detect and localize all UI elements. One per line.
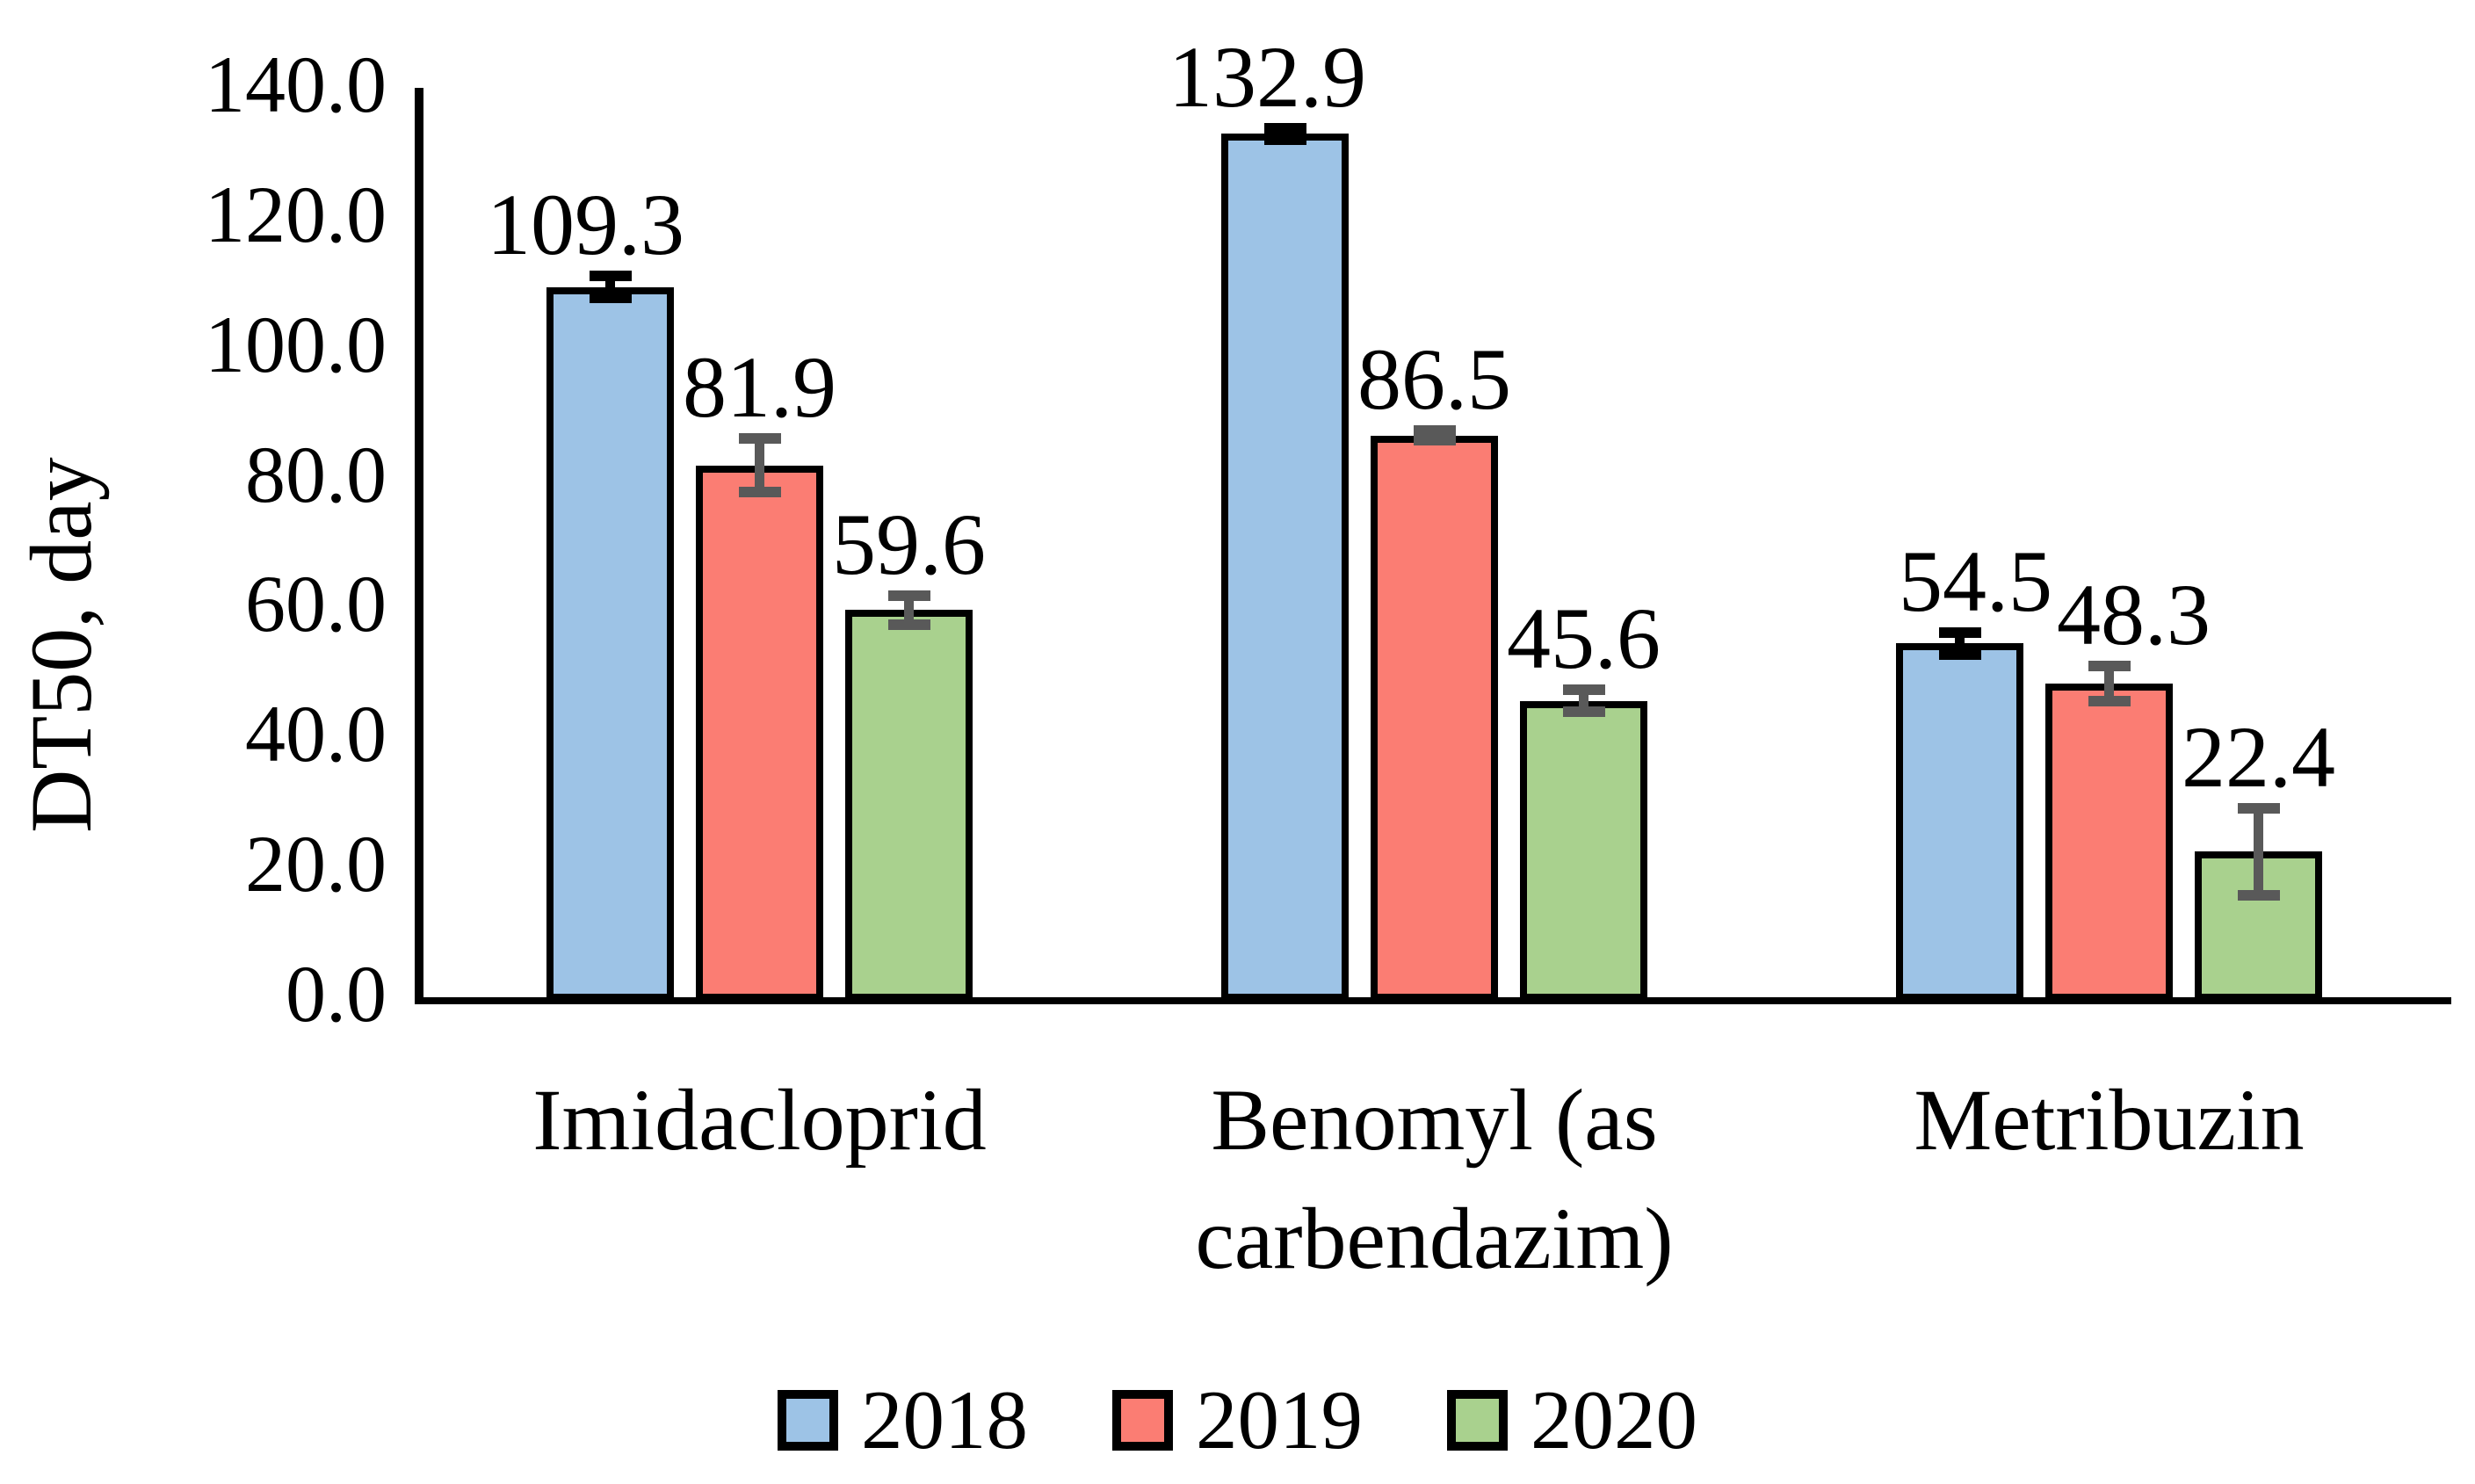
error-bar-whisker-2020-metribuzin: [2254, 802, 2263, 901]
error-bar-cap-bottom-2019-imidacloprid: [738, 487, 781, 498]
value-label-2019-metribuzin: 48.3: [2057, 566, 2211, 664]
error-bar-cap-bottom-2020-metribuzin: [2237, 889, 2280, 901]
error-bar-cap-bottom-2020-benomyl: [1562, 706, 1605, 718]
bar-2018-imidacloprid: [546, 286, 674, 1001]
error-bar-cap-bottom-2018-metribuzin: [1938, 648, 1981, 660]
bar-2018-metribuzin: [1896, 643, 2023, 1001]
y-axis-line: [415, 88, 423, 1004]
error-bar-cap-bottom-2018-benomyl: [1263, 134, 1306, 146]
error-bar-whisker-2018-imidacloprid: [605, 271, 615, 304]
bar-2019-metribuzin: [2045, 683, 2173, 1001]
error-bar-whisker-2019-metribuzin: [2104, 661, 2114, 706]
category-label-metribuzin: Metribuzin: [1914, 1071, 2305, 1169]
error-bar-cap-top-2020-benomyl: [1562, 684, 1605, 696]
legend-label-2018: 2018: [861, 1372, 1028, 1466]
legend-item-2019: 2019: [1112, 1372, 1363, 1466]
value-label-2019-imidacloprid: 81.9: [683, 337, 836, 436]
category-label-benomyl-line2: carbendazim): [1195, 1190, 1674, 1287]
bar-2020-imidacloprid: [845, 610, 973, 1001]
error-bar-whisker-2020-imidacloprid: [904, 590, 914, 630]
y-tick-label: 120.0: [205, 169, 387, 259]
error-bar-cap-top-2020-imidacloprid: [887, 590, 930, 602]
bar-2019-benomyl: [1371, 435, 1498, 1001]
y-tick-label: 20.0: [245, 819, 387, 909]
error-bar-cap-bottom-2018-imidacloprid: [589, 293, 632, 304]
error-bar-whisker-2018-benomyl: [1280, 122, 1290, 146]
value-label-2018-benomyl: 132.9: [1169, 27, 1366, 126]
y-tick-label: 60.0: [245, 559, 387, 649]
legend-swatch-2020: [1447, 1389, 1508, 1451]
error-bar-cap-bottom-2019-benomyl: [1413, 434, 1456, 445]
error-bar-whisker-2019-imidacloprid: [755, 432, 764, 498]
legend-label-2019: 2019: [1196, 1372, 1363, 1466]
error-bar-cap-top-2018-metribuzin: [1938, 626, 1981, 638]
y-tick-label: 140.0: [205, 40, 387, 129]
legend-label-2020: 2020: [1531, 1372, 1697, 1466]
y-tick-label: 100.0: [205, 299, 387, 389]
x-axis-line: [415, 997, 2451, 1004]
error-bar-cap-bottom-2020-imidacloprid: [887, 619, 930, 630]
error-bar-whisker-2018-metribuzin: [1955, 626, 1965, 660]
value-label-2020-benomyl: 45.6: [1507, 590, 1661, 688]
error-bar-cap-top-2018-benomyl: [1263, 122, 1306, 134]
legend-swatch-2019: [1112, 1389, 1173, 1451]
error-bar-cap-top-2019-metribuzin: [2088, 661, 2131, 672]
error-bar-cap-top-2019-benomyl: [1413, 425, 1456, 437]
error-bar-cap-top-2020-metribuzin: [2237, 802, 2280, 814]
y-tick-label: 80.0: [245, 429, 387, 519]
legend-swatch-2018: [778, 1389, 838, 1451]
error-bar-whisker-2020-benomyl: [1579, 684, 1588, 718]
category-label-imidacloprid: Imidacloprid: [532, 1071, 987, 1169]
value-label-2018-imidacloprid: 109.3: [487, 176, 684, 274]
y-tick-label: 0.0: [286, 949, 387, 1039]
legend-item-2018: 2018: [778, 1372, 1028, 1466]
error-bar-cap-top-2019-imidacloprid: [738, 432, 781, 444]
bar-2019-imidacloprid: [696, 465, 823, 1001]
value-label-2019-benomyl: 86.5: [1357, 330, 1511, 429]
bar-2018-benomyl: [1221, 134, 1349, 1001]
chart-legend: 2018 2019 2020: [0, 1376, 2475, 1464]
value-label-2018-metribuzin: 54.5: [1899, 532, 2052, 630]
value-label-2020-metribuzin: 22.4: [2182, 707, 2335, 806]
y-tick-label: 40.0: [245, 689, 387, 779]
value-label-2020-imidacloprid: 59.6: [832, 496, 986, 594]
y-axis-title: DT50, day: [12, 456, 110, 833]
error-bar-cap-bottom-2019-metribuzin: [2088, 695, 2131, 706]
legend-item-2020: 2020: [1447, 1372, 1697, 1466]
error-bar-cap-top-2018-imidacloprid: [589, 271, 632, 282]
bar-2020-benomyl: [1520, 700, 1647, 1001]
category-label-benomyl-line1: Benomyl (as: [1211, 1071, 1658, 1169]
